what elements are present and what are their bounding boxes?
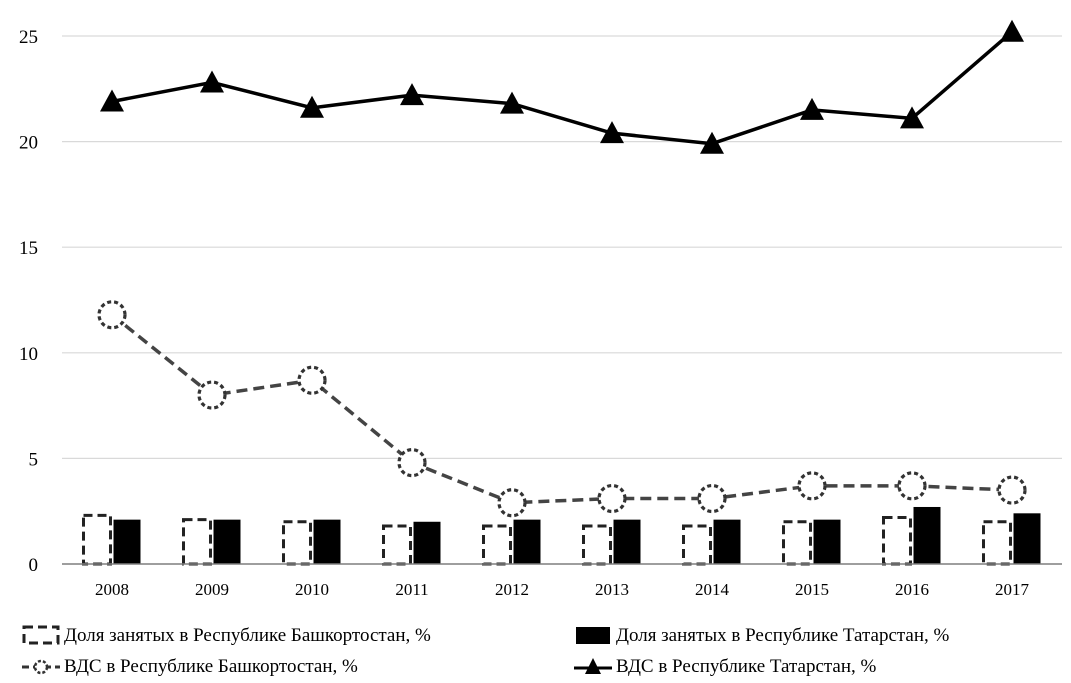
- bar-bashkortostan-share: [782, 520, 812, 566]
- point-bashkortostan-gva: [997, 475, 1027, 505]
- x-axis-ticks: 2008 2009 2010 2011 2012 2013 2014 2015 2016 2017: [95, 580, 1030, 599]
- bar-tatarstan-share: [213, 519, 241, 564]
- point-tatarstan-gva: [700, 131, 724, 154]
- y-tick-label: 20: [19, 133, 38, 154]
- bar-tatarstan-share: [613, 519, 641, 564]
- lines: [97, 19, 1027, 518]
- point-tatarstan-gva: [400, 83, 424, 106]
- x-tick-label: 2017: [995, 580, 1030, 599]
- bars: [82, 506, 1041, 566]
- point-bashkortostan-gva: [597, 483, 627, 514]
- x-tick-label: 2015: [795, 580, 829, 599]
- x-tick-label: 2016: [895, 580, 929, 599]
- bar-bashkortostan-share: [282, 520, 312, 566]
- y-tick-label: 0: [29, 555, 39, 576]
- line-bashkortostan-gva: [110, 313, 1013, 505]
- point-bashkortostan-gva: [197, 380, 227, 410]
- point-bashkortostan-gva: [497, 488, 527, 518]
- bar-tatarstan-share: [513, 519, 541, 564]
- bar-bashkortostan-share: [382, 524, 412, 566]
- y-tick-label: 10: [19, 344, 38, 365]
- point-bashkortostan-gva: [697, 483, 727, 514]
- bar-bashkortostan-share: [682, 524, 712, 566]
- y-tick-label: 25: [19, 27, 38, 48]
- bar-tatarstan-share: [813, 519, 841, 564]
- bar-bashkortostan-share: [982, 520, 1012, 566]
- point-tatarstan-gva: [600, 121, 624, 144]
- bar-tatarstan-share: [713, 519, 741, 564]
- y-tick-label: 5: [29, 449, 39, 470]
- x-tick-label: 2011: [395, 580, 428, 599]
- bar-bashkortostan-share: [82, 513, 112, 566]
- gridlines: [62, 35, 1062, 459]
- point-tatarstan-gva: [900, 106, 924, 129]
- point-bashkortostan-gva: [797, 471, 827, 501]
- point-tatarstan-gva: [1000, 19, 1024, 42]
- bar-tatarstan-share: [113, 519, 141, 564]
- point-tatarstan-gva: [200, 70, 224, 93]
- line-tatarstan-gva: [111, 30, 1014, 146]
- bar-bashkortostan-share: [582, 524, 612, 566]
- bar-bashkortostan-share: [482, 524, 512, 566]
- x-tick-label: 2010: [295, 580, 329, 599]
- point-bashkortostan-gva: [297, 365, 327, 395]
- bar-tatarstan-share: [913, 506, 941, 564]
- y-axis-ticks: 0 5 10 15 20 25: [19, 27, 38, 576]
- bar-tatarstan-share: [1013, 513, 1041, 564]
- bar-tatarstan-share: [313, 519, 341, 564]
- point-bashkortostan-gva: [897, 471, 927, 501]
- point-bashkortostan-gva: [397, 448, 427, 478]
- point-bashkortostan-gva: [97, 300, 127, 330]
- point-tatarstan-gva: [300, 95, 324, 118]
- y-tick-label: 15: [19, 238, 38, 259]
- bar-bashkortostan-share: [182, 518, 212, 566]
- x-tick-label: 2014: [695, 580, 730, 599]
- x-tick-label: 2008: [95, 580, 129, 599]
- x-tick-label: 2012: [495, 580, 529, 599]
- bar-bashkortostan-share: [882, 516, 912, 566]
- point-tatarstan-gva: [800, 97, 824, 120]
- point-tatarstan-gva: [100, 89, 124, 112]
- point-tatarstan-gva: [500, 91, 524, 114]
- x-tick-label: 2013: [595, 580, 629, 599]
- bar-tatarstan-share: [413, 521, 441, 564]
- x-tick-label: 2009: [195, 580, 229, 599]
